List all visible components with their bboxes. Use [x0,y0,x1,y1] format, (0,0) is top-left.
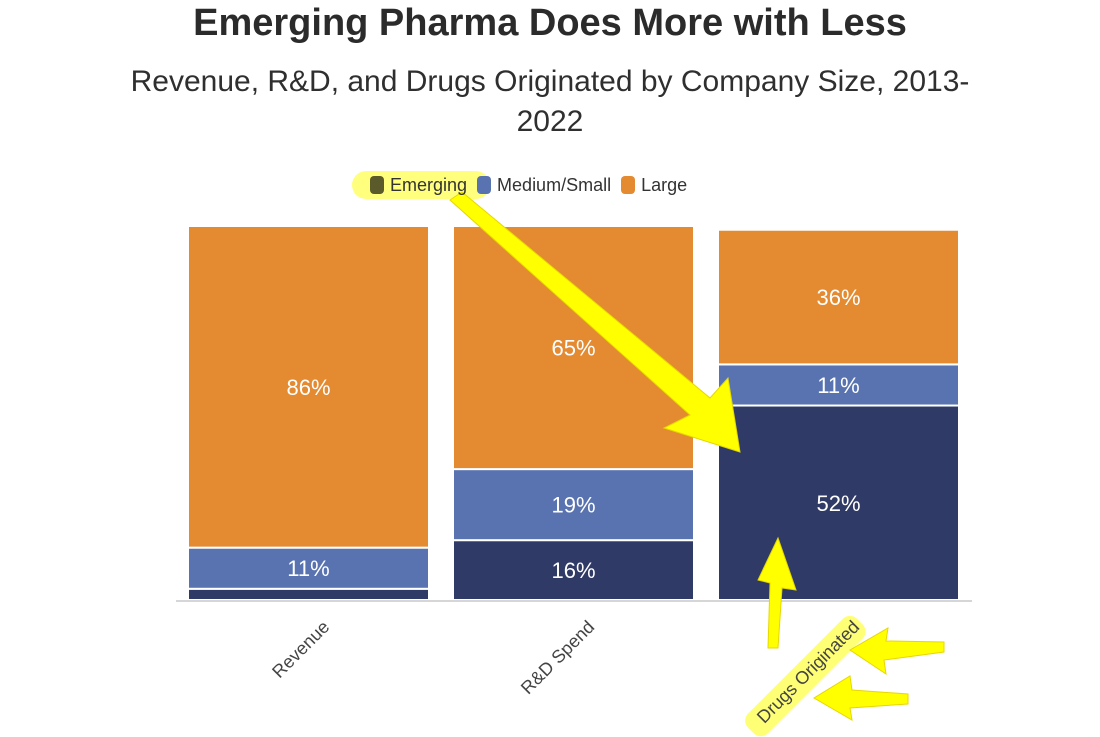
bars-layer: 11% 86% 16% 19% 65% 52% 11% 36% [187,225,960,602]
label-r-d-spend-large: 65% [551,336,595,361]
legend-swatch-medium-small [477,176,492,194]
legend-label-large: Large [641,174,688,195]
legend-label-emerging: Emerging [390,174,468,195]
label-drugs-originated-medium-small: 11% [817,373,859,398]
chart-subtitle: Revenue, R&D, and Drugs Originated by Co… [50,62,1050,142]
label-drugs-originated-large: 36% [816,285,860,310]
subtitle-line-2: 2022 [516,105,584,138]
bar-r-d-spend-emerging[interactable] [452,539,695,601]
bar-revenue-medium-small[interactable] [187,546,430,590]
arrow-legend-to-emerging [449,191,741,453]
label-drugs-originated-emerging: 52% [816,491,860,516]
legend-item-medium-small[interactable]: Medium/Small [477,175,611,196]
legend-highlight [352,171,490,199]
legend-item-large[interactable]: Large [621,175,687,196]
legend-swatch-large [621,176,636,194]
bar-r-d-spend-large[interactable] [452,225,695,471]
x-tick-r-d-spend: R&D Spend [517,617,598,698]
subtitle-line-1: Revenue, R&D, and Drugs Originated by Co… [130,65,970,98]
x-tick-highlight [745,615,866,737]
x-tick-label-revenue: Revenue [268,617,333,682]
legend-swatch-emerging [370,176,384,194]
bar-drugs-originated-medium-small[interactable] [717,363,960,407]
x-tick-label-r-d-spend: R&D Spend [517,617,598,698]
label-revenue-medium-small: 11% [287,556,329,581]
highlight-layer [352,171,490,199]
arrow-left-lower [813,675,909,721]
label-r-d-spend-medium-small: 19% [551,493,595,518]
legend-item-emerging[interactable]: Emerging [370,175,467,196]
bar-revenue-large[interactable] [187,225,430,549]
chart-title: Emerging Pharma Does More with Less [193,2,907,44]
bar-r-d-spend-medium-small[interactable] [452,468,695,542]
legend-label-medium-small: Medium/Small [497,174,612,195]
legend: Emerging Medium/Small Large [370,173,687,197]
arrow-up-to-emerging [757,536,797,649]
label-r-d-spend-emerging: 16% [551,558,595,583]
arrow-left-upper [849,627,945,676]
annotation-arrows [449,191,945,721]
bar-revenue-emerging[interactable] [187,587,430,602]
x-tick-revenue: Revenue [268,617,333,682]
bar-drugs-originated-large[interactable] [717,228,960,366]
label-revenue-large: 86% [286,375,330,400]
axis-layer: Revenue R&D Spend Drugs Originated [176,600,972,737]
